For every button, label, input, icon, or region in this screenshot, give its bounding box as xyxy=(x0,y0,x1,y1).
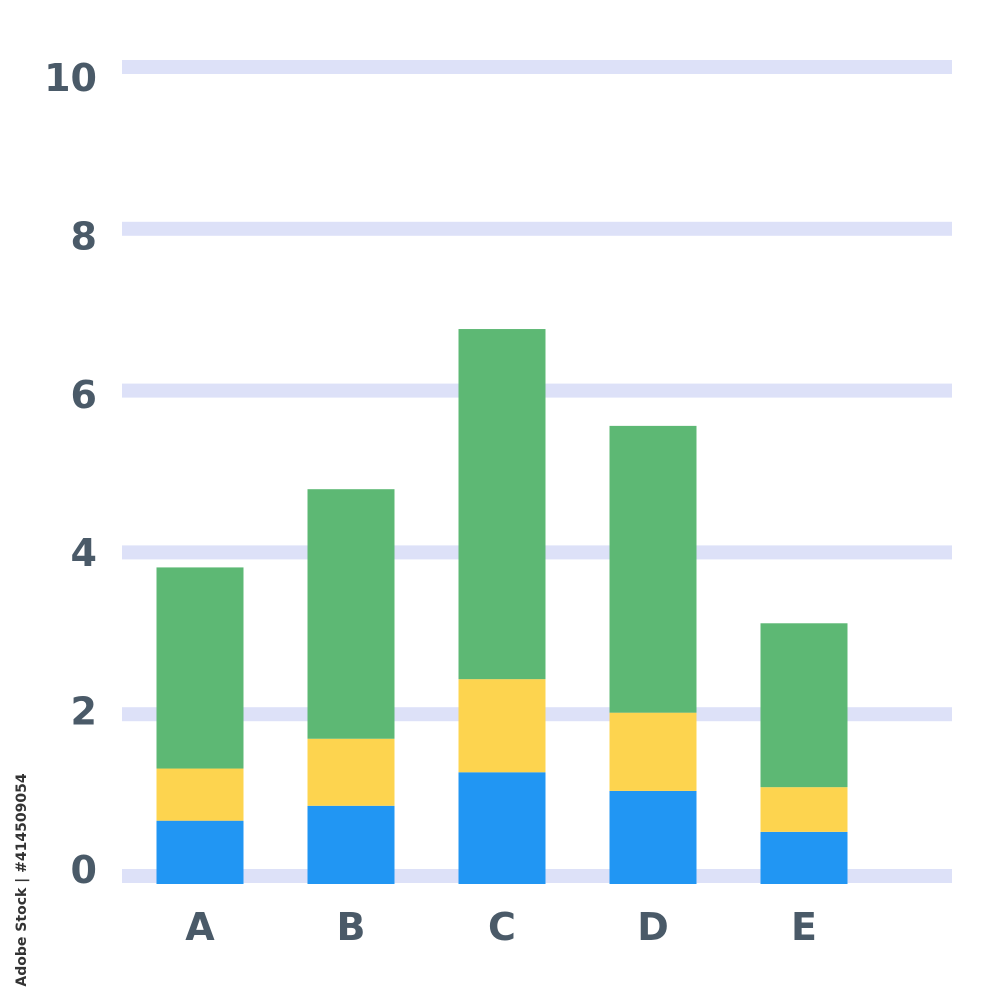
bar-segment xyxy=(156,567,244,769)
x-category-label: C xyxy=(488,905,516,949)
bar-segment xyxy=(307,805,395,884)
x-category-label: D xyxy=(637,905,669,949)
x-category-label: E xyxy=(791,905,817,949)
y-tick-label: 4 xyxy=(71,531,97,575)
bar-segment xyxy=(458,679,546,773)
gridline xyxy=(122,60,952,74)
y-tick-label: 8 xyxy=(71,214,97,258)
bar-segment xyxy=(307,738,395,806)
bar-segment xyxy=(156,820,244,884)
y-tick-label: 10 xyxy=(44,56,97,100)
y-tick-label: 2 xyxy=(71,690,97,734)
stock-credit-text: Adobe Stock | #414509054 xyxy=(14,773,30,987)
x-axis-category-labels: A B C D E xyxy=(185,905,817,949)
bar-segment xyxy=(609,790,697,884)
gridline xyxy=(122,221,952,236)
y-axis-tick-labels: 0 2 4 6 8 10 xyxy=(44,56,97,892)
bar-segment xyxy=(458,329,546,680)
bars xyxy=(156,329,848,884)
bar-segment xyxy=(307,489,395,739)
y-tick-label: 6 xyxy=(71,373,97,417)
bar-segment xyxy=(458,772,546,884)
stock-credit: Adobe Stock | #414509054 xyxy=(2,760,42,990)
x-category-label: B xyxy=(337,905,366,949)
bar-segment xyxy=(760,787,848,832)
x-category-label: A xyxy=(185,905,215,949)
bar-segment xyxy=(609,712,697,791)
bar-segment xyxy=(156,768,244,821)
bar-segment xyxy=(760,623,848,788)
bar-segment xyxy=(760,831,848,884)
bar-segment xyxy=(609,425,697,713)
y-tick-label: 0 xyxy=(71,848,97,892)
